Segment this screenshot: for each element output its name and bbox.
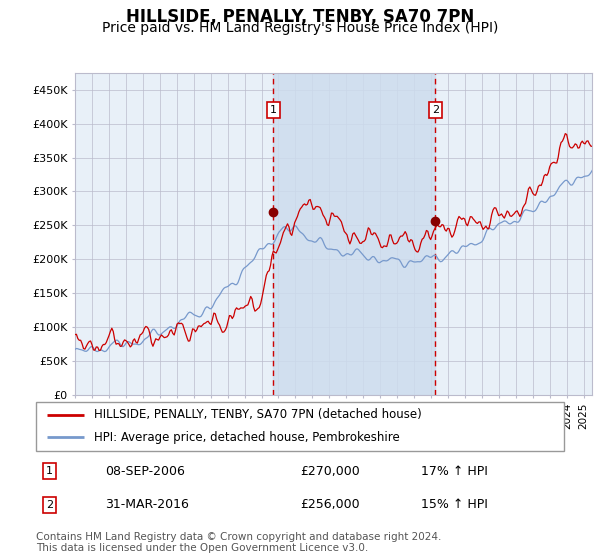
Text: 1: 1 bbox=[270, 105, 277, 115]
Text: 08-SEP-2006: 08-SEP-2006 bbox=[104, 465, 185, 478]
Text: HPI: Average price, detached house, Pembrokeshire: HPI: Average price, detached house, Pemb… bbox=[94, 431, 400, 444]
Text: 17% ↑ HPI: 17% ↑ HPI bbox=[421, 465, 488, 478]
Text: HILLSIDE, PENALLY, TENBY, SA70 7PN (detached house): HILLSIDE, PENALLY, TENBY, SA70 7PN (deta… bbox=[94, 408, 422, 421]
Bar bbox=[273, 73, 436, 395]
Text: 1: 1 bbox=[46, 466, 53, 476]
Text: 31-MAR-2016: 31-MAR-2016 bbox=[104, 498, 188, 511]
Text: 2: 2 bbox=[432, 105, 439, 115]
Text: Price paid vs. HM Land Registry's House Price Index (HPI): Price paid vs. HM Land Registry's House … bbox=[102, 21, 498, 35]
Text: Contains HM Land Registry data © Crown copyright and database right 2024.
This d: Contains HM Land Registry data © Crown c… bbox=[36, 531, 442, 553]
Text: £256,000: £256,000 bbox=[300, 498, 359, 511]
Text: 15% ↑ HPI: 15% ↑ HPI bbox=[421, 498, 488, 511]
Text: HILLSIDE, PENALLY, TENBY, SA70 7PN: HILLSIDE, PENALLY, TENBY, SA70 7PN bbox=[126, 8, 474, 26]
Text: 2: 2 bbox=[46, 500, 53, 510]
Text: £270,000: £270,000 bbox=[300, 465, 360, 478]
